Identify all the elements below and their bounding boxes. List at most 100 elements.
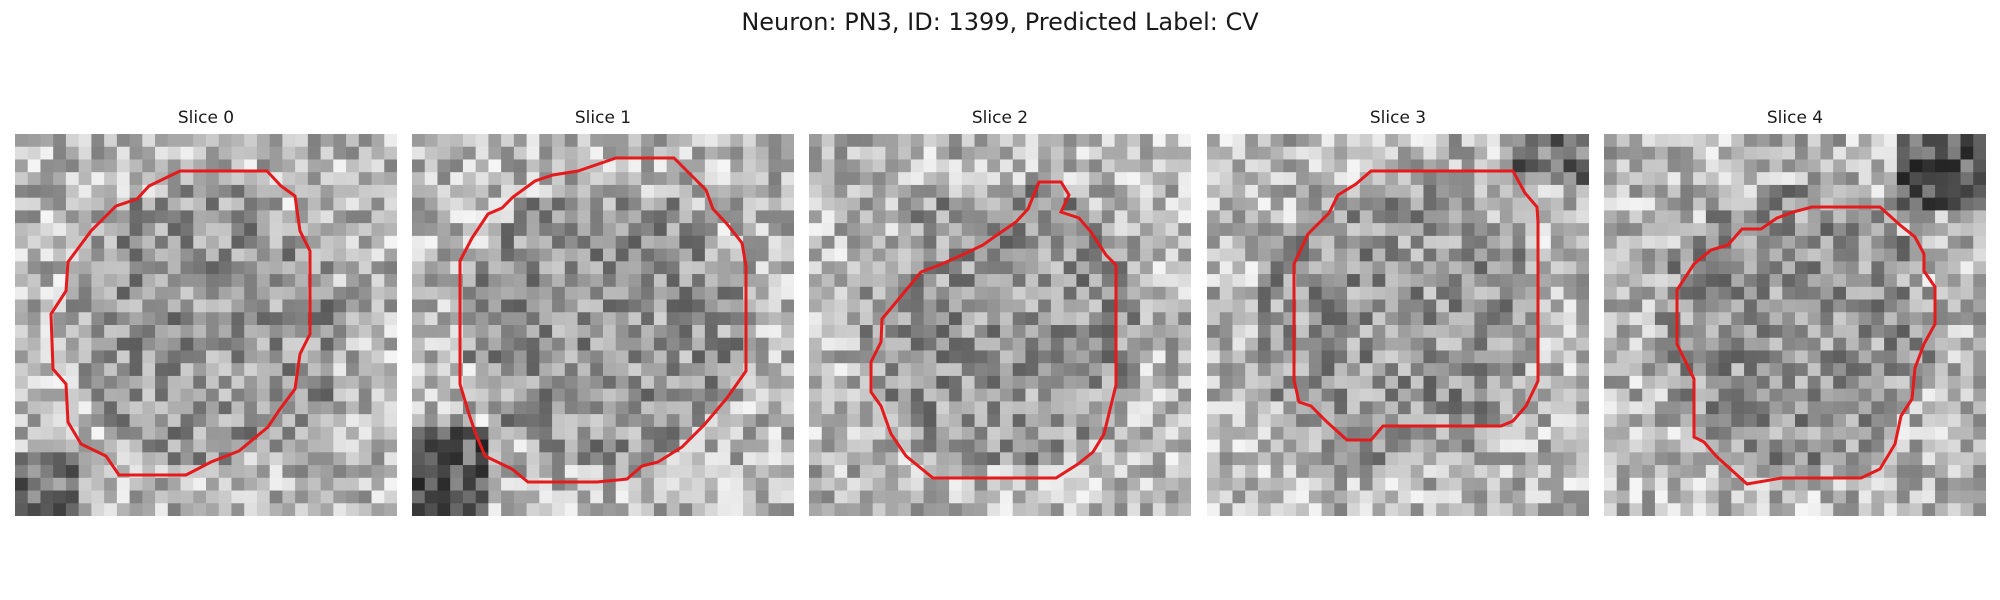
pixel [1973, 439, 1986, 453]
pixel [1347, 452, 1361, 466]
pixel [231, 184, 245, 199]
pixel [1550, 299, 1565, 313]
pixel [692, 248, 706, 262]
pixel [1219, 388, 1233, 402]
pixel [1538, 477, 1552, 492]
pixel [1604, 172, 1618, 186]
pixel [910, 363, 925, 377]
pixel [1012, 312, 1026, 326]
pixel [704, 375, 719, 390]
pixel [1680, 146, 1694, 160]
pixel [781, 197, 794, 211]
pixel [1604, 375, 1618, 390]
pixel [1232, 197, 1246, 211]
pixel [1398, 350, 1412, 364]
pixel [717, 248, 731, 262]
pixel [1705, 325, 1720, 339]
pixel [590, 248, 604, 262]
pixel [1000, 159, 1014, 173]
pixel [1487, 312, 1501, 326]
pixel [781, 439, 794, 453]
pixel [1296, 465, 1310, 479]
pixel [1642, 146, 1656, 160]
pixel [1884, 248, 1898, 262]
pixel [936, 465, 950, 479]
pixel [666, 210, 680, 224]
pixel [1063, 363, 1077, 377]
pixel [1973, 197, 1986, 211]
pixel [412, 452, 426, 466]
pixel [116, 159, 131, 173]
pixel [91, 452, 105, 466]
pixel [1245, 184, 1259, 199]
pixel [717, 312, 731, 326]
pixel [1025, 172, 1039, 186]
pixel [1705, 210, 1720, 224]
pixel [1845, 414, 1860, 428]
pixel [526, 503, 540, 516]
pixel [1063, 261, 1077, 275]
pixel [1525, 299, 1539, 313]
pixel [1398, 452, 1412, 466]
pixel [1525, 274, 1539, 288]
pixel [821, 375, 835, 390]
pixel [1756, 197, 1771, 211]
pixel [1245, 146, 1259, 160]
pixel [53, 197, 67, 211]
pixel [1642, 452, 1656, 466]
pixel [129, 210, 143, 224]
pixel [1896, 299, 1911, 313]
pixel [475, 146, 489, 160]
slice-4-pixels [1604, 134, 1986, 516]
pixel [1270, 248, 1284, 262]
pixel [1127, 426, 1141, 441]
pixel [755, 337, 770, 351]
pixel [1550, 325, 1565, 339]
pixel [1232, 401, 1246, 415]
pixel [1063, 414, 1077, 428]
pixel [755, 261, 770, 275]
pixel [1448, 490, 1463, 504]
pixel [437, 325, 451, 339]
pixel [872, 439, 886, 453]
pixel [1178, 388, 1191, 402]
pixel [1604, 388, 1618, 402]
pixel [1947, 172, 1962, 186]
pixel [371, 465, 385, 479]
pixel [641, 490, 655, 504]
pixel [462, 172, 477, 186]
pixel [206, 414, 220, 428]
pixel [206, 503, 220, 516]
pixel [704, 134, 719, 148]
pixel [1642, 375, 1656, 390]
pixel [1321, 452, 1335, 466]
pixel [1152, 490, 1167, 504]
pixel [437, 261, 451, 275]
pixel [256, 401, 271, 415]
pixel [1398, 490, 1412, 504]
pixel [27, 248, 41, 262]
pixel [1308, 375, 1323, 390]
pixel [641, 248, 655, 262]
pixel [142, 503, 156, 516]
pixel [91, 261, 105, 275]
pixel [1257, 312, 1272, 326]
pixel [1604, 439, 1618, 453]
pixel [1563, 210, 1577, 224]
pixel [513, 235, 528, 250]
pixel [1705, 401, 1720, 415]
pixel [1245, 235, 1259, 250]
pixel [1782, 235, 1796, 250]
pixel [526, 426, 540, 441]
pixel [320, 223, 334, 237]
pixel [155, 312, 169, 326]
pixel [1474, 414, 1488, 428]
pixel [1884, 363, 1898, 377]
pixel [1012, 197, 1026, 211]
pixel [1347, 465, 1361, 479]
pixel [1499, 477, 1514, 492]
pixel [1718, 184, 1732, 199]
pixel [1654, 274, 1669, 288]
pixel [704, 490, 719, 504]
pixel [167, 350, 182, 364]
